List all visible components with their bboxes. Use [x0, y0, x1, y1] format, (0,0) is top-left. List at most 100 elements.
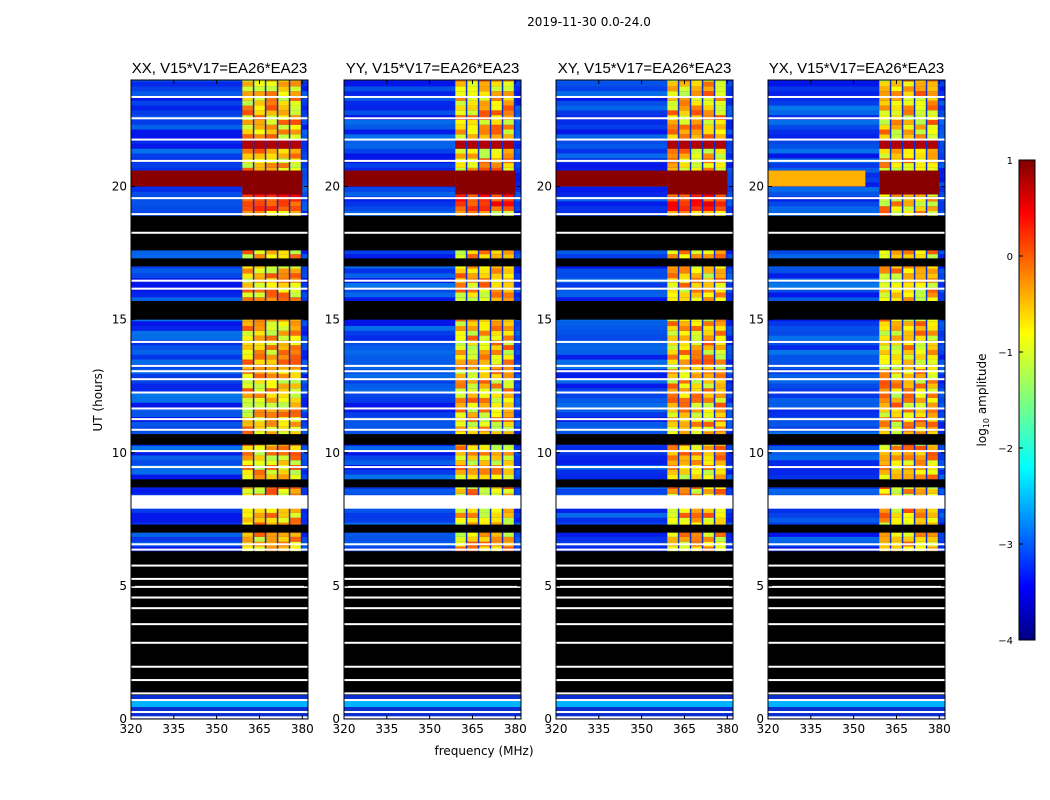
band-cell [903, 460, 914, 465]
gap-line [344, 607, 521, 610]
band-cell [503, 354, 514, 360]
heatmap-row [131, 187, 243, 192]
heatmap-row [515, 421, 521, 427]
heatmap-row [515, 201, 521, 207]
band-cell [254, 167, 265, 173]
gap-line [344, 197, 521, 200]
gap-line [556, 466, 733, 469]
band-cell [903, 383, 914, 389]
band-cell [503, 469, 514, 475]
heatmap-row [131, 249, 243, 255]
band-cell [927, 536, 938, 542]
band-cell [679, 287, 690, 293]
band-cell [266, 148, 277, 154]
heatmap-row [939, 91, 945, 96]
flagged-range [131, 479, 308, 488]
band-cell [266, 388, 277, 394]
band-cell [290, 488, 301, 494]
band-cell [715, 455, 726, 461]
band-cell [467, 373, 478, 379]
band-cell [679, 378, 690, 384]
gap-line [556, 159, 733, 162]
heatmap-row [727, 139, 733, 144]
heatmap-row [556, 80, 668, 82]
heatmap-row [768, 321, 880, 327]
heatmap-row [556, 268, 668, 274]
band-cell [242, 345, 253, 350]
band-cell [691, 397, 702, 403]
band-cell [290, 474, 301, 480]
band-cell [455, 124, 466, 130]
band-cell [242, 287, 253, 293]
band-cell [927, 91, 938, 96]
band-cell [254, 254, 265, 259]
heatmap-row [727, 119, 733, 125]
x-axis-label: frequency (MHz) [434, 744, 533, 758]
band-cell [242, 431, 253, 437]
band-cell [715, 292, 726, 298]
gap-line [131, 564, 308, 567]
band-cell [266, 297, 277, 303]
band-cell [266, 124, 277, 130]
band-cell [491, 167, 502, 173]
band-cell [290, 393, 301, 398]
gap-line [131, 679, 308, 682]
heatmap-row [939, 488, 945, 494]
band-cell [691, 119, 702, 125]
heatmap-row [515, 359, 521, 365]
gap-line [768, 428, 945, 431]
heatmap-row [131, 321, 243, 327]
band-cell [479, 254, 490, 259]
heatmap-row [727, 536, 733, 542]
band-cell [915, 359, 926, 365]
heatmap-row [727, 124, 733, 130]
colorbar-tick-label: 1 [1007, 156, 1013, 167]
band-cell [915, 383, 926, 389]
gap-line [344, 641, 521, 644]
gap-line [131, 231, 308, 234]
band-cell [891, 287, 902, 293]
heatmap-row [939, 326, 945, 331]
band-cell [667, 139, 678, 144]
band-cell [903, 100, 914, 106]
panel-title: XY, V15*V17=EA26*EA23 [558, 60, 732, 77]
gap-line [344, 213, 521, 216]
heatmap-row [939, 345, 945, 350]
heatmap-row [344, 187, 456, 192]
heatmap-row [556, 388, 668, 394]
band-cell [679, 536, 690, 542]
band-cell [503, 460, 514, 465]
band-cell [879, 460, 890, 465]
band-cell [491, 388, 502, 394]
gap-line [556, 407, 733, 410]
band-cell [503, 345, 514, 350]
band-cell [703, 282, 714, 288]
heatmap-row [768, 488, 880, 494]
heatmap-row [515, 86, 521, 92]
band-cell [667, 383, 678, 389]
band-cell [879, 517, 890, 523]
band-cell [927, 445, 938, 451]
heatmap-row [727, 163, 733, 168]
band-cell [927, 167, 938, 173]
band-cell [290, 148, 301, 154]
band-cell [879, 383, 890, 389]
band-cell [703, 110, 714, 116]
band-cell [703, 517, 714, 523]
band-cell [266, 431, 277, 437]
band-cell [879, 143, 890, 149]
band-cell [927, 421, 938, 427]
flagged-range [768, 258, 945, 267]
gap-line [131, 665, 308, 668]
band-cell [915, 412, 926, 418]
heatmap-row [131, 508, 243, 513]
band-cell [278, 349, 289, 355]
heatmap-row [131, 445, 243, 451]
heatmap-row [131, 349, 243, 355]
band-cell [455, 80, 466, 82]
band-cell [915, 450, 926, 456]
band-cell [290, 469, 301, 475]
band-cell [703, 378, 714, 384]
band-cell [503, 163, 514, 168]
band-cell [667, 460, 678, 465]
